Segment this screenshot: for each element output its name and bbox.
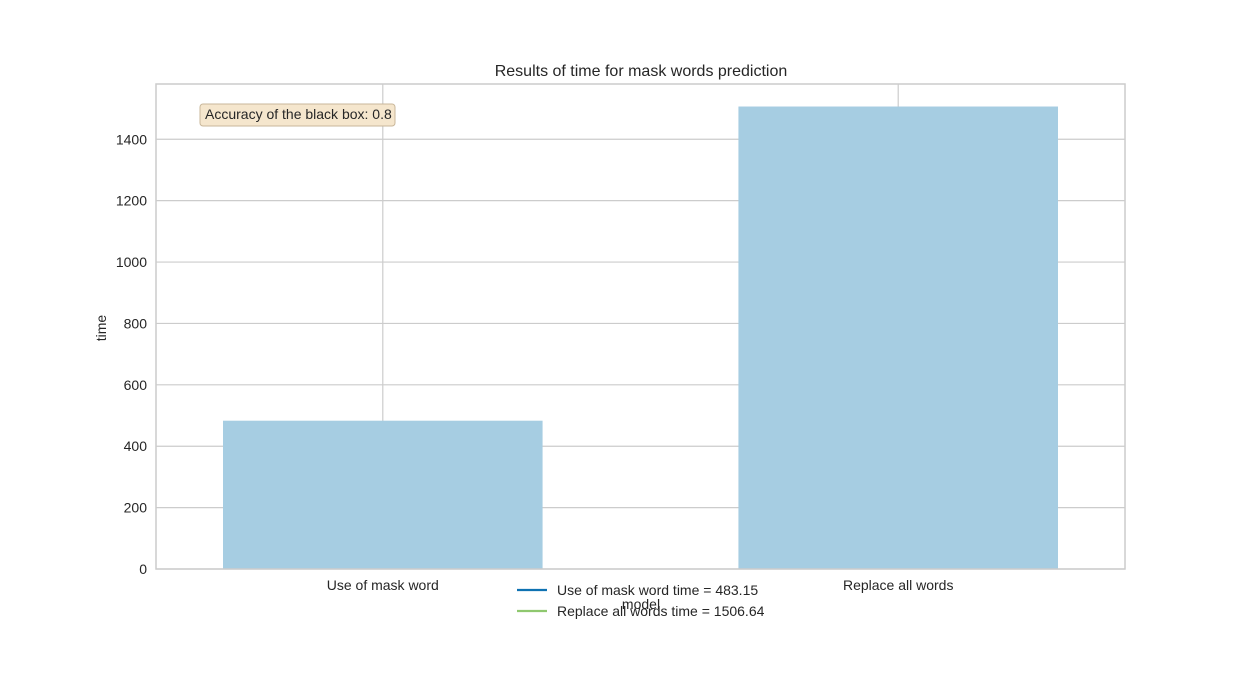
- accuracy-annotation: Accuracy of the black box: 0.8: [199, 103, 396, 127]
- y-axis-label: time: [93, 315, 109, 342]
- bars: [223, 106, 1058, 569]
- bar-use-of-mask-word: [223, 420, 543, 569]
- x-axis-ticks: Use of mask word Replace all words: [327, 577, 954, 593]
- legend: Use of mask word time = 483.15 Replace al…: [517, 582, 765, 619]
- y-tick-label: 200: [124, 500, 148, 516]
- chart-title: Results of time for mask words predictio…: [495, 63, 788, 80]
- y-tick-label: 1200: [116, 193, 147, 209]
- legend-entry-label: Replace all words time = 1506.64: [557, 603, 765, 619]
- y-tick-label: 400: [124, 438, 148, 454]
- annotation-text: Accuracy of the black box: 0.8: [205, 106, 392, 122]
- y-tick-label: 800: [124, 315, 148, 331]
- y-tick-label: 0: [139, 561, 147, 577]
- legend-entry-label: Use of mask word time = 483.15: [557, 582, 758, 598]
- x-tick-label: Use of mask word: [327, 577, 439, 593]
- y-tick-label: 600: [124, 377, 148, 393]
- bar-replace-all-words: [738, 106, 1058, 569]
- y-axis-ticks: 0 200 400 600 800 1000 1200 1400: [116, 131, 147, 577]
- annotation-box: [199, 103, 396, 127]
- x-tick-label: Replace all words: [843, 577, 954, 593]
- x-axis-label: model: [622, 596, 660, 612]
- y-tick-label: 1000: [116, 254, 147, 270]
- plot-frame: [155, 83, 1126, 570]
- y-tick-label: 1400: [116, 131, 147, 147]
